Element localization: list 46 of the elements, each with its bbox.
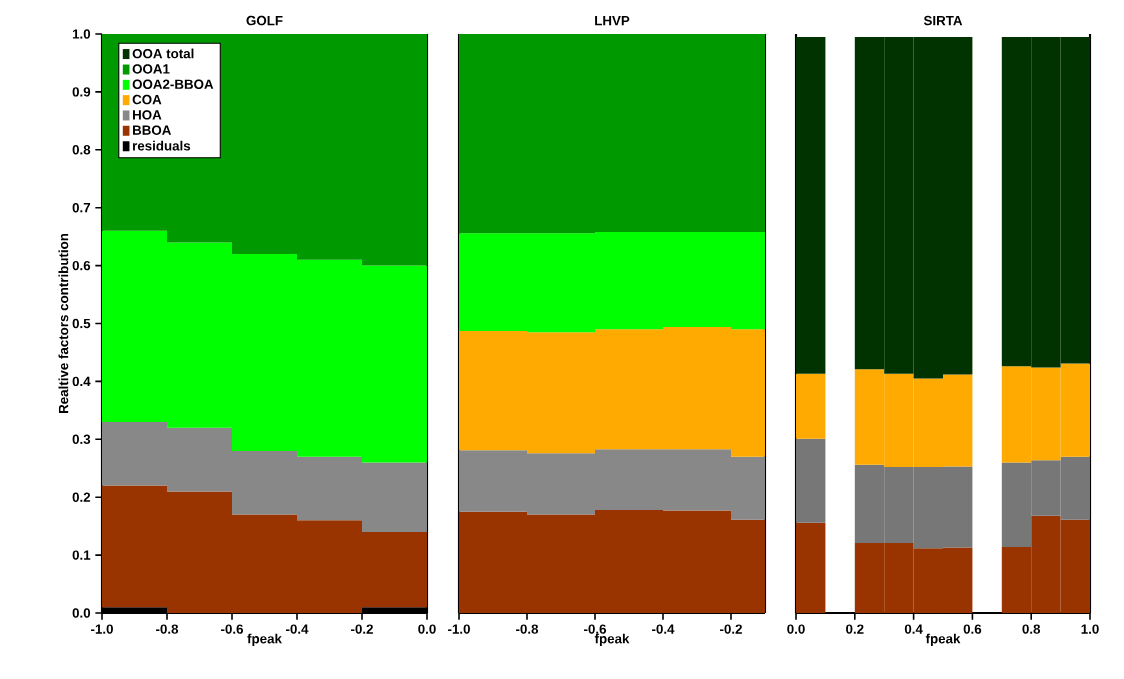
bar [796, 522, 826, 613]
x-axis-title: fpeak [925, 633, 961, 647]
x-tick-label: -0.6 [584, 624, 607, 634]
x-axis-title: fpeak [247, 633, 282, 647]
x-tick-label: -0.6 [221, 624, 244, 634]
x-tick-label: 0.4 [904, 624, 923, 634]
y-tick-label: 0.6 [72, 260, 91, 271]
x-tick-label: -0.8 [516, 624, 539, 634]
legend-label: OOA total [132, 48, 194, 59]
x-tick-label: -0.8 [156, 624, 179, 634]
y-tick-label: 0.8 [72, 145, 91, 155]
bar [796, 36, 826, 374]
legend-label: BBOA [133, 125, 172, 135]
bar [796, 373, 826, 439]
x-tick-label: 0.8 [1022, 624, 1041, 634]
x-tick-label: -1.0 [91, 624, 113, 634]
y-tick-label: 0.9 [72, 87, 91, 97]
legend-label: OOA1 [132, 64, 170, 74]
y-tick-label: 0.5 [72, 318, 91, 329]
x-tick-label: -0.2 [351, 624, 373, 634]
x-tick-label: -0.4 [652, 624, 675, 634]
y-tick-label: 1.0 [72, 29, 91, 39]
y-tick-label: 0.7 [72, 202, 91, 213]
legend-label: COA [132, 94, 162, 105]
x-tick-label: -1.0 [448, 624, 470, 634]
chart-title: SIRTA [923, 15, 963, 26]
x-axis-title: fpeak [594, 633, 630, 647]
x-tick-label: 0.6 [963, 624, 982, 634]
x-tick-label: 0.0 [787, 624, 805, 634]
y-tick-label: 0.1 [72, 550, 91, 560]
legend-label: HOA [133, 110, 162, 120]
chart-title: LHVP [595, 16, 630, 26]
y-tick-label: 0.2 [72, 492, 91, 502]
legend-label: residuals [133, 140, 191, 151]
x-tick-label: -0.2 [720, 624, 742, 634]
y-axis-title: Realtive factors contribution [58, 233, 69, 413]
x-tick-label: -0.4 [286, 624, 309, 634]
y-tick-label: 0.3 [72, 434, 91, 445]
x-tick-label: 1.0 [1081, 624, 1099, 634]
chart-title: GOLF [246, 15, 283, 26]
bar [796, 438, 826, 523]
x-tick-label: 0.0 [418, 624, 436, 634]
y-tick-label: 0.4 [72, 376, 91, 387]
x-tick-label: 0.2 [846, 624, 864, 634]
legend-label: OOA2-BBOA [132, 79, 214, 89]
y-tick-label: 0.0 [72, 608, 91, 618]
